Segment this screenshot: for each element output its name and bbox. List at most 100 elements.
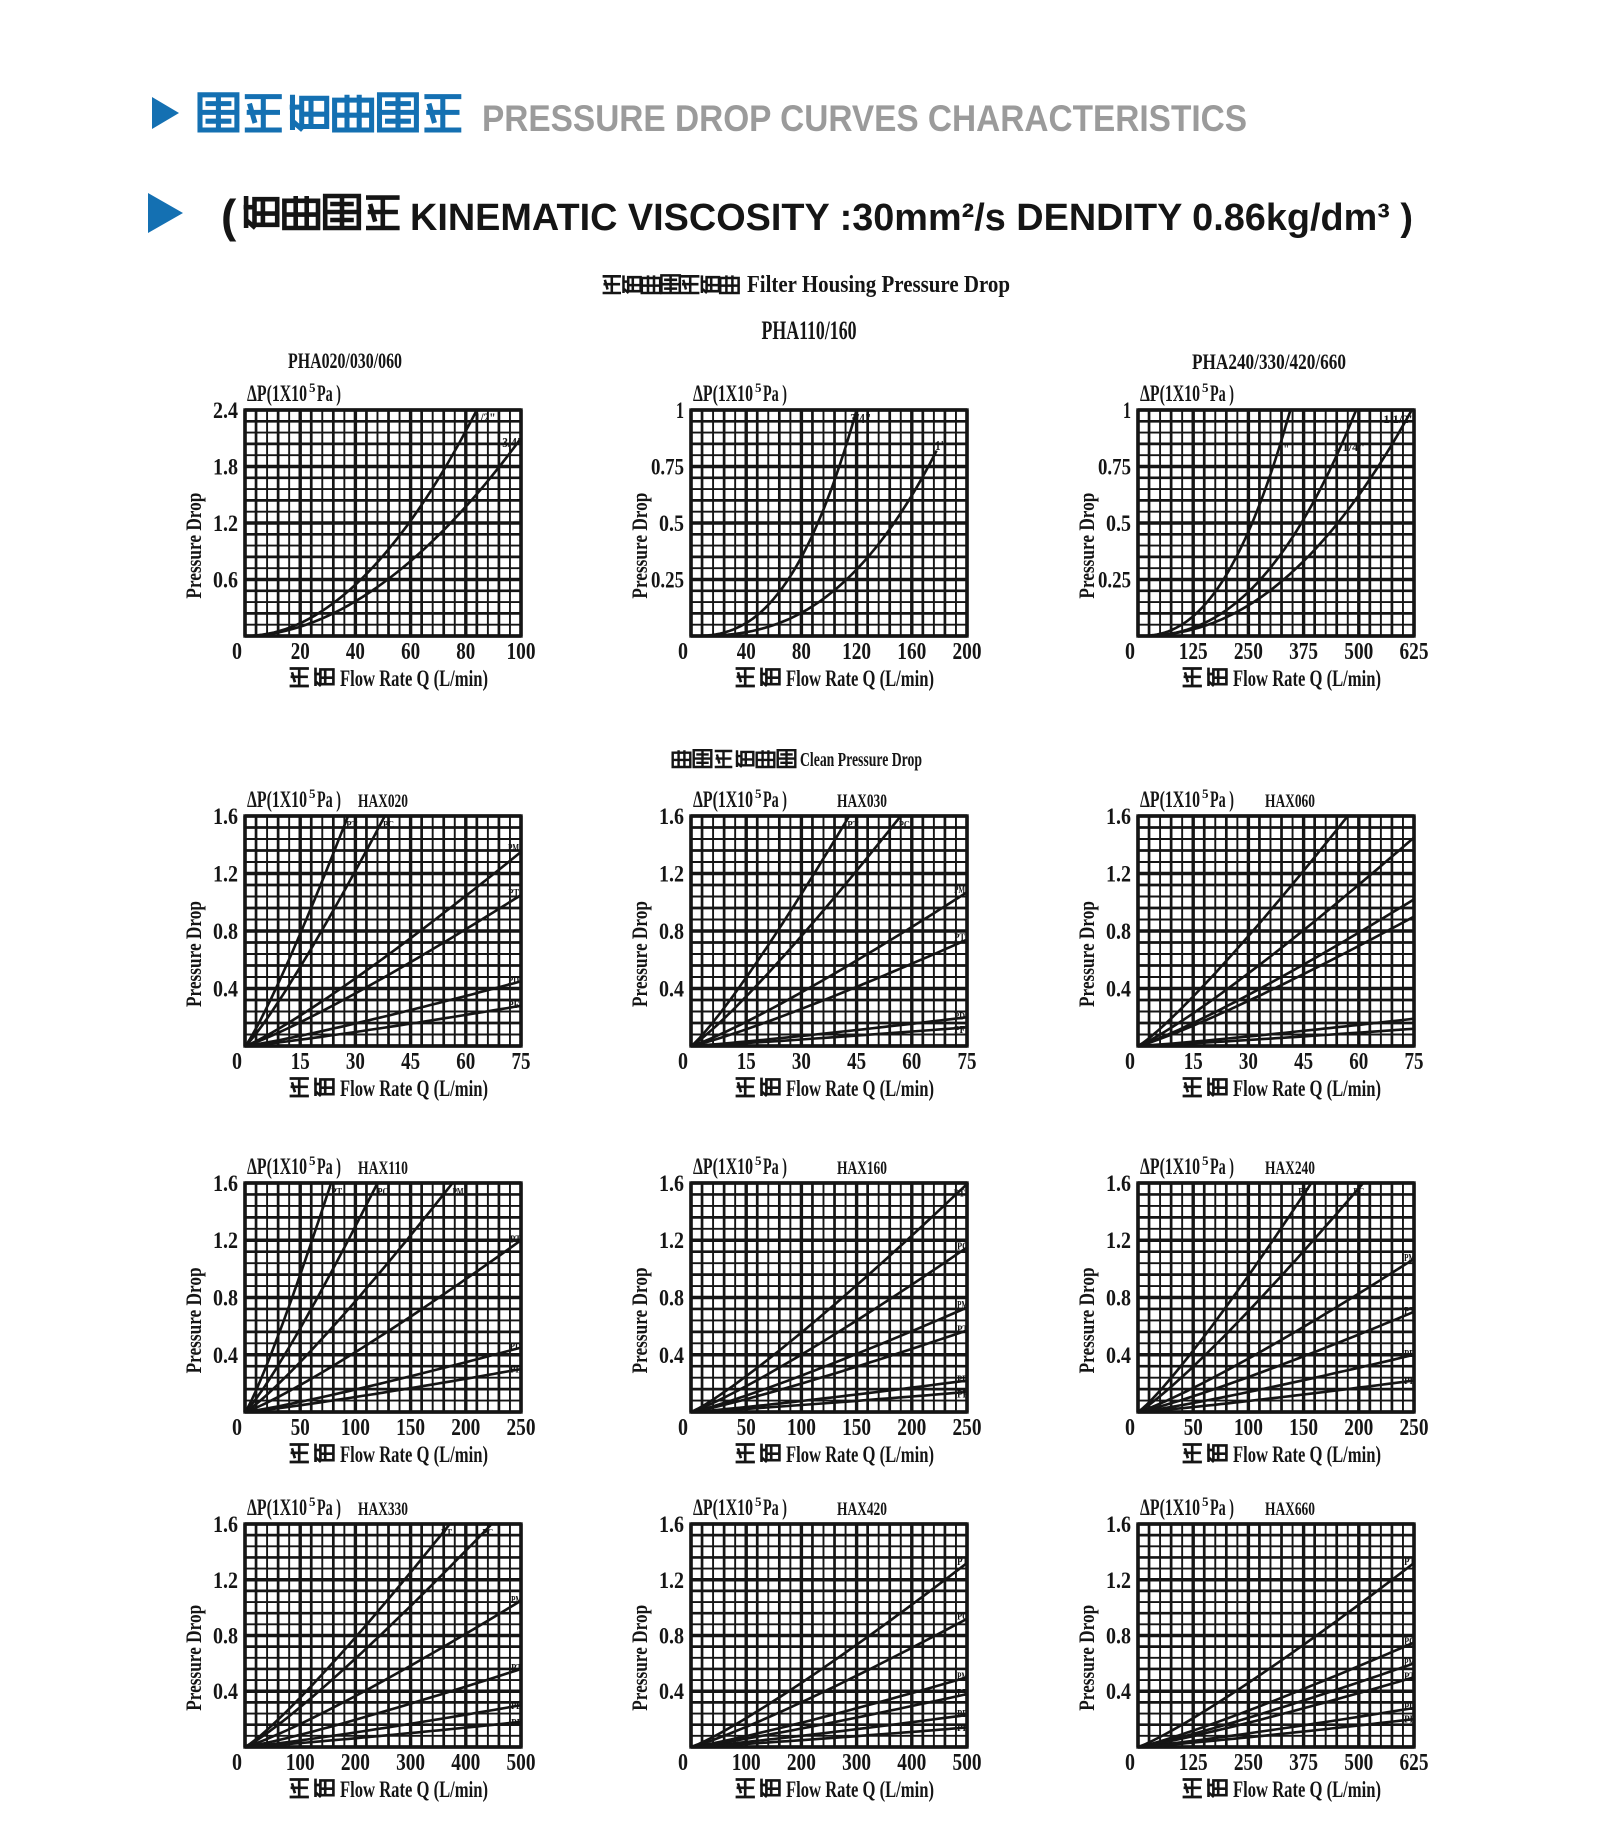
- svg-text:PT: PT: [1404, 1671, 1416, 1683]
- svg-text:300: 300: [396, 1750, 425, 1776]
- svg-text:HAX420: HAX420: [837, 1499, 887, 1520]
- svg-text:Pa ): Pa ): [1210, 381, 1234, 406]
- svg-text:PF: PF: [1404, 1714, 1415, 1726]
- svg-text:0: 0: [678, 639, 688, 665]
- svg-text:Pa ): Pa ): [317, 787, 341, 812]
- svg-text:1: 1: [1123, 398, 1131, 423]
- svg-text:0.75: 0.75: [1098, 455, 1131, 480]
- svg-text:1.2: 1.2: [1106, 1228, 1131, 1253]
- svg-text:PHA240/330/420/660: PHA240/330/420/660: [1192, 349, 1346, 374]
- svg-text:40: 40: [346, 639, 365, 665]
- svg-text:1/2": 1/2": [475, 412, 496, 427]
- svg-text:0.8: 0.8: [213, 1286, 238, 1311]
- svg-text:100: 100: [507, 639, 536, 665]
- svg-text:Flow Rate Q (L/min): Flow Rate Q (L/min): [1233, 1442, 1381, 1467]
- svg-text:HAX110: HAX110: [358, 1158, 408, 1179]
- svg-text:50: 50: [737, 1415, 756, 1441]
- svg-text:PC: PC: [1404, 1636, 1415, 1648]
- svg-text:250: 250: [1234, 639, 1263, 665]
- svg-text:500: 500: [953, 1750, 982, 1776]
- svg-text:HAX660: HAX660: [1265, 1499, 1315, 1520]
- svg-text:(: (: [221, 190, 237, 242]
- svg-text:400: 400: [451, 1750, 480, 1776]
- svg-text:0.4: 0.4: [213, 1343, 238, 1368]
- svg-text:Pa ): Pa ): [1210, 1154, 1234, 1179]
- svg-text:HAX020: HAX020: [358, 791, 408, 812]
- svg-text:250: 250: [953, 1415, 982, 1441]
- svg-text:375: 375: [1289, 1750, 1318, 1776]
- svg-text:Pressure Drop: Pressure Drop: [1074, 1267, 1099, 1373]
- svg-text:PT: PT: [1404, 1305, 1416, 1317]
- svg-text:1.2: 1.2: [659, 1228, 684, 1253]
- svg-text:Pa ): Pa ): [763, 1495, 787, 1520]
- svg-text:0.8: 0.8: [213, 1624, 238, 1649]
- svg-text:Flow Rate Q (L/min): Flow Rate Q (L/min): [1233, 1076, 1381, 1101]
- svg-text:HAX330: HAX330: [358, 1499, 408, 1520]
- svg-text:Pressure Drop: Pressure Drop: [627, 493, 652, 599]
- svg-text:5: 5: [309, 1494, 316, 1509]
- svg-text:ΔP(1X10: ΔP(1X10: [693, 1495, 753, 1520]
- svg-text:5: 5: [309, 1153, 316, 1168]
- svg-text:0: 0: [232, 1415, 242, 1441]
- svg-text:200: 200: [341, 1750, 370, 1776]
- svg-text:ΔP(1X10: ΔP(1X10: [1140, 381, 1200, 406]
- svg-text:Pressure Drop: Pressure Drop: [181, 1605, 206, 1711]
- svg-text:PF: PF: [510, 1364, 521, 1376]
- svg-text:1 1/4": 1 1/4": [1333, 440, 1365, 454]
- svg-text:60: 60: [902, 1049, 921, 1075]
- svg-text:0.4: 0.4: [213, 1679, 238, 1704]
- svg-text:Pressure Drop: Pressure Drop: [627, 1267, 652, 1373]
- svg-text:200: 200: [1344, 1415, 1373, 1441]
- svg-text:HAX060: HAX060: [1265, 791, 1315, 812]
- svg-text:0.4: 0.4: [1106, 977, 1131, 1002]
- svg-text:0.75: 0.75: [651, 455, 684, 480]
- svg-text:ΔP(1X10: ΔP(1X10: [1140, 1154, 1200, 1179]
- svg-text:15: 15: [737, 1049, 756, 1075]
- svg-text:0.25: 0.25: [1098, 568, 1131, 593]
- svg-text:1.6: 1.6: [659, 1171, 684, 1196]
- svg-text:Pressure Drop: Pressure Drop: [1074, 901, 1099, 1007]
- svg-text:200: 200: [953, 639, 982, 665]
- svg-text:5: 5: [1202, 1153, 1209, 1168]
- svg-text:Flow Rate Q (L/min): Flow Rate Q (L/min): [1233, 666, 1381, 691]
- svg-text:0.8: 0.8: [1106, 919, 1131, 944]
- svg-text:1.2: 1.2: [659, 1568, 684, 1593]
- svg-text:100: 100: [787, 1415, 816, 1441]
- svg-text:PM: PM: [511, 1594, 522, 1606]
- svg-text:0: 0: [1125, 639, 1135, 665]
- svg-text:1.2: 1.2: [659, 862, 684, 887]
- svg-text:3/4": 3/4": [502, 436, 523, 451]
- svg-text:200: 200: [451, 1415, 480, 1441]
- svg-text:0.25: 0.25: [651, 568, 684, 593]
- svg-text:15: 15: [1184, 1049, 1203, 1075]
- svg-text:75: 75: [1405, 1049, 1424, 1075]
- svg-text:PD: PD: [954, 1010, 965, 1022]
- svg-text:ΔP(1X10: ΔP(1X10: [693, 1154, 753, 1179]
- svg-text:PF: PF: [1404, 1375, 1415, 1387]
- svg-text:PC: PC: [378, 1186, 389, 1198]
- svg-text:30: 30: [1239, 1049, 1258, 1075]
- svg-text:45: 45: [401, 1049, 420, 1075]
- svg-text:300: 300: [842, 1750, 871, 1776]
- svg-text:Flow Rate Q (L/min): Flow Rate Q (L/min): [340, 1076, 488, 1101]
- svg-text:Pressure Drop: Pressure Drop: [627, 901, 652, 1007]
- svg-text:PT: PT: [954, 1188, 966, 1200]
- svg-text:1.6: 1.6: [213, 1512, 238, 1537]
- svg-text:80: 80: [456, 639, 475, 665]
- svg-text:PF: PF: [508, 999, 519, 1011]
- svg-text:PC: PC: [482, 1527, 493, 1539]
- svg-text:60: 60: [401, 639, 420, 665]
- svg-text:45: 45: [1294, 1049, 1313, 1075]
- svg-text:0.4: 0.4: [1106, 1343, 1131, 1368]
- svg-text:375: 375: [1289, 639, 1318, 665]
- svg-text:PD: PD: [510, 1341, 521, 1353]
- svg-text:1.6: 1.6: [1106, 1512, 1131, 1537]
- svg-text:1": 1": [935, 439, 946, 454]
- svg-text:Pa ): Pa ): [317, 1154, 341, 1179]
- svg-text:200: 200: [787, 1750, 816, 1776]
- svg-text:1.6: 1.6: [213, 1171, 238, 1196]
- svg-text:PF: PF: [957, 1389, 968, 1401]
- svg-text:Pressure Drop: Pressure Drop: [181, 1267, 206, 1373]
- svg-text:80: 80: [792, 639, 811, 665]
- svg-text:Pa ): Pa ): [317, 381, 341, 406]
